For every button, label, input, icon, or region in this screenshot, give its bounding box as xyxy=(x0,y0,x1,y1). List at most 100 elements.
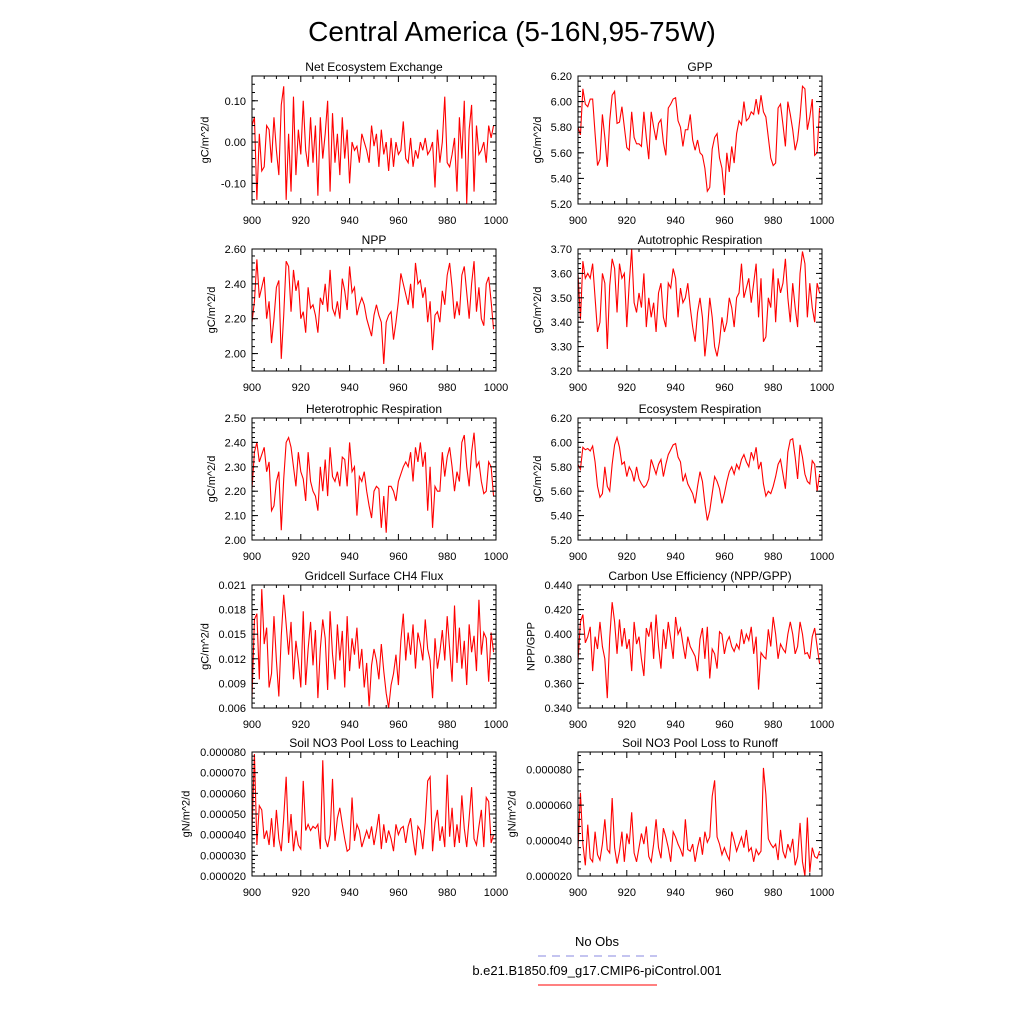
x-tick-label-soil-no3-pool-loss-to-runoff: 980 xyxy=(764,887,782,899)
x-tick-label-gridcell-surface-ch4-flux: 1000 xyxy=(484,719,508,731)
y-tick-label-carbon-use-efficiency-npp-gpp: 0.400 xyxy=(544,629,572,641)
x-tick-label-autotrophic-respiration: 900 xyxy=(569,382,587,394)
y-tick-label-gridcell-surface-ch4-flux: 0.018 xyxy=(218,605,246,617)
x-tick-label-gridcell-surface-ch4-flux: 920 xyxy=(292,719,310,731)
panel-title-soil-no3-pool-loss-to-leaching: Soil NO3 Pool Loss to Leaching xyxy=(289,736,458,750)
panel-title-gridcell-surface-ch4-flux: Gridcell Surface CH4 Flux xyxy=(305,569,444,583)
y-tick-label-net-ecosystem-exchange: 0.10 xyxy=(225,96,246,108)
panel-title-soil-no3-pool-loss-to-runoff: Soil NO3 Pool Loss to Runoff xyxy=(622,736,779,750)
y-tick-label-autotrophic-respiration: 3.60 xyxy=(551,268,572,280)
x-tick-label-net-ecosystem-exchange: 920 xyxy=(292,215,310,227)
x-tick-label-soil-no3-pool-loss-to-leaching: 960 xyxy=(389,887,407,899)
x-tick-label-soil-no3-pool-loss-to-runoff: 920 xyxy=(618,887,636,899)
y-tick-label-gridcell-surface-ch4-flux: 0.021 xyxy=(218,580,246,592)
x-tick-label-ecosystem-respiration: 1000 xyxy=(810,551,834,563)
panel-carbon-use-efficiency-npp-gpp: 900 920 940 960 980 1000 0.340 0.360 0.380 0.400 0… xyxy=(526,569,835,731)
x-tick-label-npp: 900 xyxy=(243,382,261,394)
y-axis-label-ecosystem-respiration: gC/m^2/d xyxy=(532,456,544,503)
x-tick-label-net-ecosystem-exchange: 900 xyxy=(243,215,261,227)
panel-heterotrophic-respiration: 900 920 940 960 980 1000 2.00 2.10 2.20 2.30 2.40 2… xyxy=(206,402,508,563)
y-tick-label-heterotrophic-respiration: 2.40 xyxy=(225,437,246,449)
plot-frame-gridcell-surface-ch4-flux xyxy=(251,584,497,709)
series-line-npp xyxy=(251,259,495,365)
y-tick-label-autotrophic-respiration: 3.70 xyxy=(551,244,572,256)
x-tick-label-gpp: 920 xyxy=(618,215,636,227)
y-tick-label-carbon-use-efficiency-npp-gpp: 0.340 xyxy=(544,703,572,715)
y-tick-label-soil-no3-pool-loss-to-leaching: 0.000080 xyxy=(200,747,246,759)
panel-autotrophic-respiration: 900 920 940 960 980 1000 3.20 3.30 3.40 3.50 3.60 3… xyxy=(532,233,834,394)
x-tick-label-gridcell-surface-ch4-flux: 980 xyxy=(438,719,456,731)
y-tick-label-gridcell-surface-ch4-flux: 0.006 xyxy=(218,703,246,715)
series-line-ecosystem-respiration xyxy=(577,435,821,521)
y-tick-label-soil-no3-pool-loss-to-leaching: 0.000050 xyxy=(200,809,246,821)
x-tick-label-carbon-use-efficiency-npp-gpp: 1000 xyxy=(810,719,834,731)
y-axis-label-gridcell-surface-ch4-flux: gC/m^2/d xyxy=(200,623,212,670)
x-tick-label-ecosystem-respiration: 940 xyxy=(666,551,684,563)
y-axis-label-npp: gC/m^2/d xyxy=(206,287,218,334)
y-tick-label-carbon-use-efficiency-npp-gpp: 0.420 xyxy=(544,605,572,617)
y-tick-label-npp: 2.20 xyxy=(225,314,246,326)
x-tick-label-carbon-use-efficiency-npp-gpp: 940 xyxy=(666,719,684,731)
panel-title-net-ecosystem-exchange: Net Ecosystem Exchange xyxy=(305,60,443,74)
y-tick-label-soil-no3-pool-loss-to-leaching: 0.000030 xyxy=(200,850,246,862)
y-tick-label-gridcell-surface-ch4-flux: 0.009 xyxy=(218,678,246,690)
y-tick-label-autotrophic-respiration: 3.30 xyxy=(551,342,572,354)
x-tick-label-gridcell-surface-ch4-flux: 900 xyxy=(243,719,261,731)
x-tick-label-autotrophic-respiration: 980 xyxy=(764,382,782,394)
panel-npp: 900 920 940 960 980 1000 2.00 2.20 2.40 2.60 NPP gC… xyxy=(206,233,508,394)
x-tick-label-soil-no3-pool-loss-to-leaching: 980 xyxy=(438,887,456,899)
x-tick-label-ecosystem-respiration: 920 xyxy=(618,551,636,563)
x-tick-label-npp: 920 xyxy=(292,382,310,394)
series-line-gridcell-surface-ch4-flux xyxy=(251,589,495,709)
y-tick-label-ecosystem-respiration: 5.80 xyxy=(551,462,572,474)
x-tick-label-carbon-use-efficiency-npp-gpp: 960 xyxy=(715,719,733,731)
y-tick-label-heterotrophic-respiration: 2.30 xyxy=(225,462,246,474)
x-tick-label-gpp: 1000 xyxy=(810,215,834,227)
panel-title-ecosystem-respiration: Ecosystem Respiration xyxy=(639,402,762,416)
y-tick-label-soil-no3-pool-loss-to-runoff: 0.000040 xyxy=(526,836,572,848)
x-tick-label-ecosystem-respiration: 960 xyxy=(715,551,733,563)
series-line-autotrophic-respiration xyxy=(577,248,821,357)
x-tick-label-autotrophic-respiration: 940 xyxy=(666,382,684,394)
series-line-carbon-use-efficiency-npp-gpp xyxy=(577,602,821,699)
y-axis-label-heterotrophic-respiration: gC/m^2/d xyxy=(206,456,218,503)
y-tick-label-ecosystem-respiration: 5.20 xyxy=(551,535,572,547)
y-tick-label-npp: 2.40 xyxy=(225,279,246,291)
x-tick-label-carbon-use-efficiency-npp-gpp: 980 xyxy=(764,719,782,731)
x-tick-label-soil-no3-pool-loss-to-leaching: 920 xyxy=(292,887,310,899)
panel-soil-no3-pool-loss-to-runoff: 900 920 940 960 980 1000 0.000020 0.000040 0.000… xyxy=(507,736,835,899)
y-tick-label-heterotrophic-respiration: 2.10 xyxy=(225,511,246,523)
panel-net-ecosystem-exchange: 900 920 940 960 980 1000 -0.10 0.00 0.10 Net Ecos… xyxy=(200,60,509,227)
x-tick-label-gridcell-surface-ch4-flux: 940 xyxy=(340,719,358,731)
x-tick-label-soil-no3-pool-loss-to-leaching: 940 xyxy=(340,887,358,899)
x-tick-label-carbon-use-efficiency-npp-gpp: 900 xyxy=(569,719,587,731)
y-tick-label-net-ecosystem-exchange: 0.00 xyxy=(225,137,246,149)
panel-title-heterotrophic-respiration: Heterotrophic Respiration xyxy=(306,402,442,416)
x-tick-label-heterotrophic-respiration: 1000 xyxy=(484,551,508,563)
y-tick-label-autotrophic-respiration: 3.20 xyxy=(551,366,572,378)
x-tick-label-heterotrophic-respiration: 960 xyxy=(389,551,407,563)
x-tick-label-soil-no3-pool-loss-to-runoff: 940 xyxy=(666,887,684,899)
y-axis-label-soil-no3-pool-loss-to-runoff: gN/m^2/d xyxy=(507,791,519,838)
x-tick-label-soil-no3-pool-loss-to-runoff: 960 xyxy=(715,887,733,899)
x-tick-label-soil-no3-pool-loss-to-runoff: 1000 xyxy=(810,887,834,899)
legend-label-no-obs: No Obs xyxy=(575,934,620,949)
y-tick-label-soil-no3-pool-loss-to-runoff: 0.000020 xyxy=(526,871,572,883)
x-tick-label-gpp: 960 xyxy=(715,215,733,227)
y-tick-label-soil-no3-pool-loss-to-leaching: 0.000070 xyxy=(200,768,246,780)
x-tick-label-heterotrophic-respiration: 940 xyxy=(340,551,358,563)
y-tick-label-gpp: 5.60 xyxy=(551,148,572,160)
y-tick-label-gpp: 6.20 xyxy=(551,71,572,83)
x-tick-label-npp: 980 xyxy=(438,382,456,394)
y-tick-label-autotrophic-respiration: 3.50 xyxy=(551,293,572,305)
y-tick-label-carbon-use-efficiency-npp-gpp: 0.360 xyxy=(544,678,572,690)
y-tick-label-soil-no3-pool-loss-to-leaching: 0.000020 xyxy=(200,871,246,883)
x-tick-label-soil-no3-pool-loss-to-leaching: 900 xyxy=(243,887,261,899)
plot-frame-carbon-use-efficiency-npp-gpp xyxy=(577,584,823,709)
panels-group: 900 920 940 960 980 1000 -0.10 0.00 0.10 Net Ecos… xyxy=(181,60,835,899)
y-tick-label-carbon-use-efficiency-npp-gpp: 0.380 xyxy=(544,654,572,666)
legend: No Obs b.e21.B1850.f09_g17.CMIP6-piContr… xyxy=(472,934,722,986)
y-tick-label-heterotrophic-respiration: 2.50 xyxy=(225,413,246,425)
